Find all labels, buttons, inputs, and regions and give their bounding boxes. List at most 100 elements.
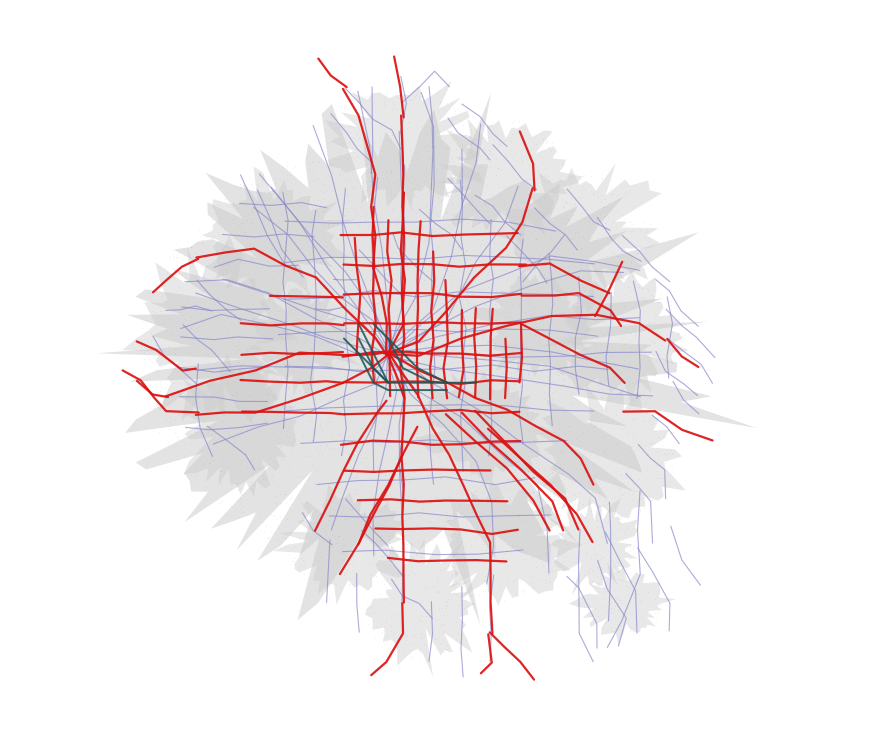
Point xyxy=(266,462,281,474)
Point xyxy=(547,185,561,197)
Point xyxy=(402,512,417,524)
Point xyxy=(537,514,552,526)
Point xyxy=(406,567,420,579)
Point xyxy=(268,414,283,425)
Point xyxy=(374,567,388,579)
Point xyxy=(303,342,317,353)
Point xyxy=(358,342,372,354)
Point xyxy=(440,587,454,599)
Point xyxy=(529,573,544,585)
Point xyxy=(286,555,300,567)
Point xyxy=(419,163,434,175)
Point xyxy=(487,256,502,268)
Point xyxy=(536,379,551,391)
Point xyxy=(405,85,419,97)
Point xyxy=(161,320,175,332)
Point xyxy=(184,311,198,323)
Point xyxy=(228,401,242,413)
Point xyxy=(339,374,353,386)
Point xyxy=(627,322,641,333)
Point xyxy=(278,485,292,497)
Point xyxy=(422,347,436,358)
Point xyxy=(339,512,353,524)
Point xyxy=(321,303,335,315)
Point xyxy=(411,344,426,355)
Point xyxy=(583,178,597,190)
Point xyxy=(346,183,360,194)
Point xyxy=(469,154,484,166)
Point xyxy=(425,321,439,333)
Point xyxy=(237,487,251,499)
Point xyxy=(197,428,211,440)
Point xyxy=(238,318,252,330)
Point xyxy=(418,201,433,213)
Point xyxy=(485,532,500,544)
Point xyxy=(394,520,409,531)
Point xyxy=(315,498,329,509)
Point xyxy=(392,582,407,594)
Point xyxy=(452,573,467,584)
Point xyxy=(453,280,468,292)
Point xyxy=(434,423,448,435)
Point xyxy=(607,247,621,259)
Point xyxy=(449,633,463,645)
Point xyxy=(623,576,637,587)
Point xyxy=(316,382,331,394)
Point xyxy=(619,576,633,587)
Point xyxy=(560,300,574,311)
Point xyxy=(482,561,496,573)
Point xyxy=(504,448,519,460)
Point xyxy=(455,210,469,222)
Point xyxy=(387,294,401,306)
Point xyxy=(446,269,460,280)
Point xyxy=(614,477,628,489)
Point xyxy=(575,421,589,433)
Point xyxy=(504,473,519,484)
Point xyxy=(472,589,486,601)
Point xyxy=(364,178,378,190)
Point xyxy=(658,465,672,477)
Point xyxy=(603,391,618,403)
Point xyxy=(622,567,637,578)
Point xyxy=(384,510,399,522)
Point xyxy=(486,425,501,437)
Point xyxy=(423,491,437,503)
Point xyxy=(452,227,467,239)
Point xyxy=(539,577,553,589)
Point xyxy=(293,470,308,481)
Point xyxy=(189,470,203,482)
Point xyxy=(363,425,377,437)
Point xyxy=(356,333,370,344)
Point xyxy=(211,263,225,275)
Point xyxy=(336,275,350,286)
Point xyxy=(360,618,375,630)
Point xyxy=(248,286,262,297)
Point xyxy=(618,213,632,225)
Point xyxy=(394,266,409,278)
Point xyxy=(568,475,582,487)
Point xyxy=(427,277,442,289)
Point xyxy=(392,472,406,484)
Point xyxy=(259,228,274,240)
Point xyxy=(177,366,191,378)
Point xyxy=(611,193,626,205)
Point xyxy=(538,443,552,455)
Point xyxy=(407,334,421,346)
Point xyxy=(337,171,351,183)
Point xyxy=(477,559,491,571)
Point xyxy=(544,334,559,346)
Point xyxy=(635,388,649,400)
Point xyxy=(546,443,561,455)
Point xyxy=(305,292,319,304)
Point xyxy=(185,299,199,311)
Point xyxy=(280,244,294,255)
Point xyxy=(576,231,590,243)
Point xyxy=(451,587,465,599)
Point xyxy=(596,445,611,456)
Point xyxy=(470,459,485,471)
Point xyxy=(422,582,436,594)
Point xyxy=(520,225,535,237)
Point xyxy=(459,329,473,341)
Point xyxy=(464,389,478,400)
Point xyxy=(458,193,472,205)
